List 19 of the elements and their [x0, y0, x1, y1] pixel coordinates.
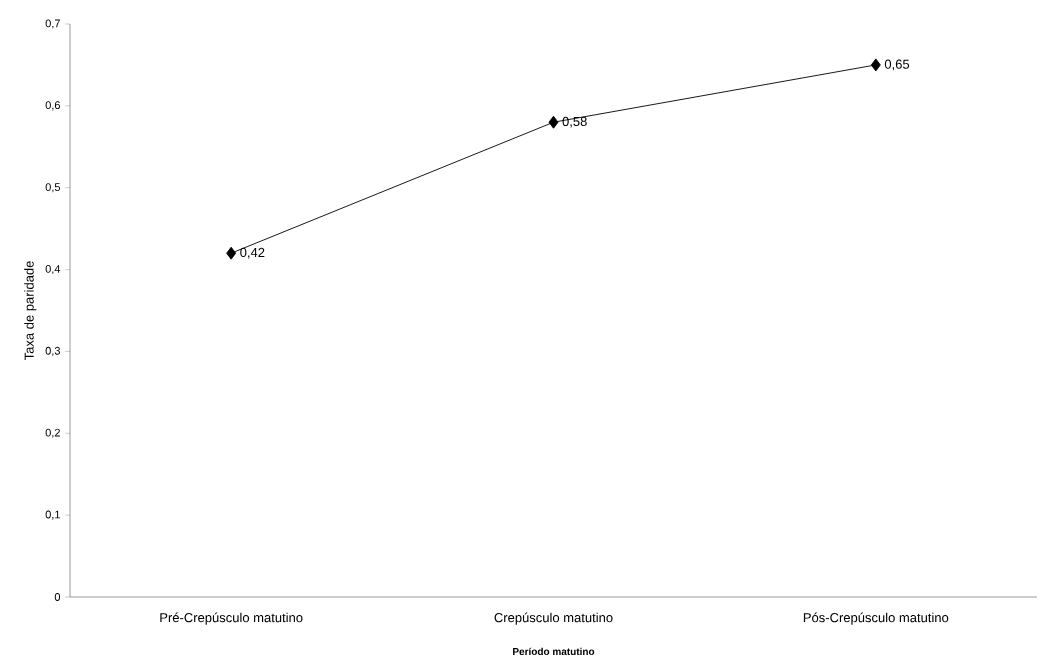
x-tick-label: Crepúsculo matutino — [494, 612, 613, 625]
y-tick-label: 0,4 — [45, 264, 61, 274]
point — [548, 115, 559, 129]
data-label: 0,42 — [240, 247, 265, 259]
y-tick-label: 0,5 — [45, 182, 61, 193]
y-tick-label: 0 — [54, 592, 61, 601]
y-tick-label: 0,6 — [45, 101, 60, 111]
point — [226, 246, 237, 260]
point — [870, 58, 881, 72]
y-tick-label: 0,3 — [45, 346, 60, 356]
y-tick-label: 0,1 — [45, 510, 60, 520]
data-label: 0,58 — [562, 116, 587, 128]
data-label: 0,65 — [884, 59, 910, 71]
y-tick-label: 0,7 — [45, 19, 60, 29]
x-tick-label: Pós-Crepúsculo matutino — [803, 612, 949, 625]
y-axis-title: Taxa de paridade — [24, 261, 37, 360]
y-tick-label: 0,2 — [45, 428, 60, 438]
x-tick-label: Pré-Crepúsculo matutino — [160, 612, 303, 625]
x-axis-title: Período matutino — [513, 647, 595, 655]
